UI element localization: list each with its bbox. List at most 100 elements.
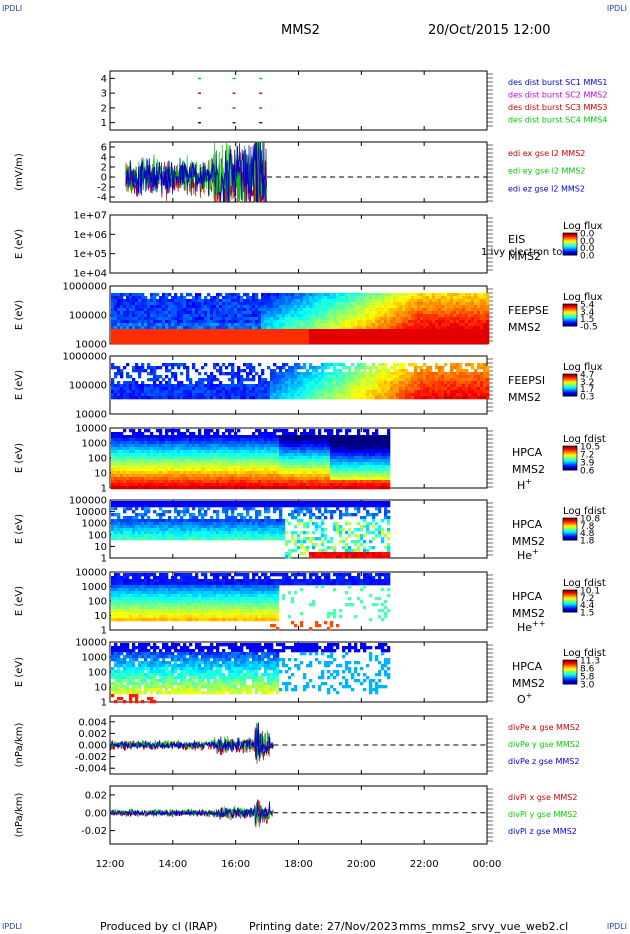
feeps-electron-cell bbox=[333, 317, 337, 321]
burst-flags-ytick-label: 3 bbox=[101, 89, 107, 100]
feeps-ion-cell bbox=[318, 381, 322, 385]
hpca-h-cell bbox=[303, 429, 307, 433]
feeps-electron-cell bbox=[405, 320, 409, 324]
feeps-electron-cell bbox=[399, 326, 403, 330]
feeps-electron-cell bbox=[405, 317, 409, 321]
hpca-h-cell bbox=[237, 459, 241, 463]
feeps-electron-cell bbox=[342, 323, 346, 327]
hpca-h-cell bbox=[168, 459, 172, 463]
hpca-h-colorbar-step bbox=[563, 449, 577, 451]
feeps-electron-cell bbox=[291, 308, 295, 312]
feeps-electron-cell bbox=[393, 326, 397, 330]
feeps-electron-cell bbox=[192, 329, 196, 333]
hpca-h-cell bbox=[159, 438, 163, 442]
feeps-ion-cell bbox=[225, 396, 229, 400]
feeps-ion-cell bbox=[393, 393, 397, 397]
feeps-electron-cell bbox=[324, 293, 328, 297]
feeps-electron-cell bbox=[219, 326, 223, 330]
feeps-electron-cell bbox=[486, 335, 490, 339]
feeps-electron-cell bbox=[390, 314, 394, 318]
feeps-electron-cell bbox=[417, 293, 421, 297]
feeps-electron-cell bbox=[180, 317, 184, 321]
feeps-ion-cell bbox=[303, 384, 307, 388]
hpca-h-cell bbox=[237, 453, 241, 457]
feeps-electron-cell bbox=[303, 311, 307, 315]
feeps-electron-cell bbox=[291, 305, 295, 309]
feeps-electron-cell bbox=[294, 341, 298, 345]
hpca-h-cell bbox=[228, 486, 232, 490]
feeps-electron-cell bbox=[297, 338, 301, 342]
feeps-ion-cell bbox=[300, 372, 304, 376]
hpca-h-colorbar-step bbox=[563, 466, 577, 468]
feeps-electron-cell bbox=[468, 314, 472, 318]
divpi-ytick-label: -0.02 bbox=[81, 826, 107, 837]
feeps-electron-cell bbox=[258, 341, 262, 345]
hpca-h-cell bbox=[279, 483, 283, 487]
feeps-ion-cell bbox=[195, 393, 199, 397]
feeps-ion-cell bbox=[330, 396, 334, 400]
feeps-electron-cell bbox=[306, 308, 310, 312]
feeps-electron-cell bbox=[282, 332, 286, 336]
hpca-h-cell bbox=[171, 468, 175, 472]
feeps-electron-cell bbox=[411, 338, 415, 342]
hpca-h-cell bbox=[261, 462, 265, 466]
feeps-electron-spectrogram bbox=[111, 293, 490, 345]
feeps-electron-cell bbox=[132, 308, 136, 312]
feeps-ion-cell bbox=[420, 381, 424, 385]
feeps-electron-cell bbox=[441, 341, 445, 345]
hpca-h-cell bbox=[117, 456, 121, 460]
feeps-electron-cell bbox=[465, 320, 469, 324]
feeps-electron-cell bbox=[249, 335, 253, 339]
feeps-electron-cell bbox=[342, 320, 346, 324]
feeps-electron-cell bbox=[171, 302, 175, 306]
feeps-electron-cell bbox=[162, 332, 166, 336]
feeps-electron-cell bbox=[417, 323, 421, 327]
feeps-electron-cell bbox=[219, 305, 223, 309]
divpe-ytick-label: 0.002 bbox=[78, 729, 107, 740]
feeps-electron-cell bbox=[267, 302, 271, 306]
feeps-electron-cell bbox=[306, 293, 310, 297]
feeps-electron-cell bbox=[114, 320, 118, 324]
feeps-ion-cell bbox=[333, 387, 337, 391]
feeps-electron-cell bbox=[261, 314, 265, 318]
feeps-electron-cell bbox=[156, 314, 160, 318]
hpca-he2-species-label: He++ bbox=[517, 619, 545, 634]
feeps-electron-cell bbox=[405, 299, 409, 303]
hpca-h-cell bbox=[228, 441, 232, 445]
feeps-electron-cell bbox=[207, 311, 211, 315]
hpca-h-cell bbox=[291, 459, 295, 463]
hpca-h-cell bbox=[165, 483, 169, 487]
feeps-electron-cell bbox=[114, 293, 118, 297]
feeps-electron-cell bbox=[369, 311, 373, 315]
feeps-electron-cell bbox=[426, 332, 430, 336]
feeps-ion-cell bbox=[390, 387, 394, 391]
feeps-ion-cell bbox=[477, 387, 481, 391]
hpca-h-cell bbox=[234, 471, 238, 475]
feeps-ion-cell bbox=[363, 375, 367, 379]
feeps-electron-cell bbox=[378, 338, 382, 342]
feeps-electron-cell bbox=[396, 308, 400, 312]
hpca-h-cell bbox=[306, 486, 310, 490]
feeps-electron-cell bbox=[318, 335, 322, 339]
feeps-electron-cell bbox=[306, 305, 310, 309]
hpca-h-cell bbox=[183, 465, 187, 469]
hpca-h-cell bbox=[252, 435, 256, 439]
hpca-h-cell bbox=[120, 447, 124, 451]
feeps-electron-cell bbox=[447, 320, 451, 324]
hpca-h-cell bbox=[180, 453, 184, 457]
hpca-h-cell bbox=[180, 450, 184, 454]
feeps-electron-cell bbox=[186, 338, 190, 342]
feeps-electron-cell bbox=[222, 308, 226, 312]
feeps-electron-cell bbox=[450, 308, 454, 312]
feeps-electron-cell bbox=[237, 335, 241, 339]
feeps-electron-cell bbox=[285, 296, 289, 300]
feeps-ion-cell bbox=[288, 384, 292, 388]
feeps-ion-cell bbox=[342, 366, 346, 370]
hpca-h-cell bbox=[231, 483, 235, 487]
feeps-electron-cell bbox=[324, 314, 328, 318]
hpca-h-cell bbox=[129, 438, 133, 442]
hpca-h-cell bbox=[261, 486, 265, 490]
hpca-h-cell bbox=[159, 453, 163, 457]
feeps-ion-cell bbox=[294, 396, 298, 400]
feeps-electron-cell bbox=[129, 332, 133, 336]
